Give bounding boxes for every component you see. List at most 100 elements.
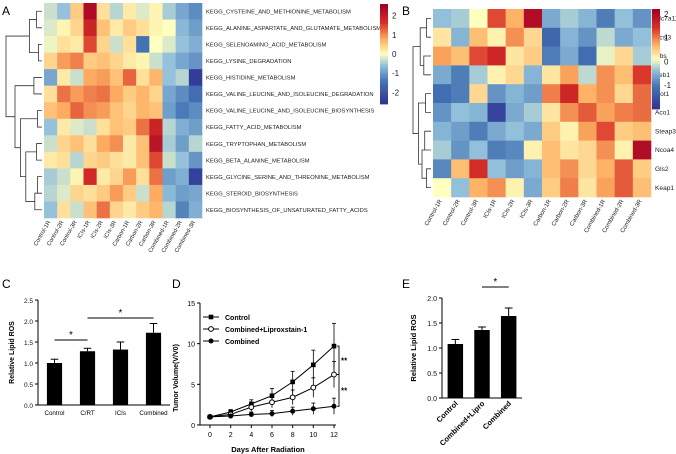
b-heatmap-cell: [487, 9, 506, 29]
b-heatmap-cell: [596, 65, 615, 85]
a-heatmap-cell: [83, 168, 97, 186]
b-heatmap-cell: [578, 27, 597, 47]
panel-d-data-point: [331, 371, 337, 378]
a-heatmap-cell: [70, 69, 84, 86]
a-scale-step: [380, 94, 388, 97]
b-heatmap-cell: [614, 103, 634, 123]
b-column-label: Carbon-2R: [551, 198, 571, 227]
a-scale-step: [380, 99, 388, 102]
a-heatmap-cell: [136, 184, 150, 202]
b-heatmap-cell: [596, 178, 615, 198]
b-scale-step: [652, 24, 660, 27]
a-heatmap-cell: [70, 184, 84, 202]
a-scale-step: [380, 51, 388, 55]
a-scale-tick: -1: [392, 69, 400, 78]
a-heatmap-cell: [162, 85, 176, 103]
panel-label-a: A: [2, 4, 10, 18]
panel-d-data-point: [289, 394, 296, 401]
a-heatmap-cell: [57, 168, 71, 186]
a-heatmap-cell: [149, 52, 163, 70]
b-row-label: Zeb1: [655, 72, 670, 79]
panel-label-d: D: [172, 277, 181, 291]
b-heatmap-cell: [542, 65, 561, 85]
a-scale-step: [380, 4, 388, 7]
panel-c-y-tick-label: 2.0: [24, 319, 33, 326]
b-heatmap-cell: [542, 103, 561, 123]
panel-d-data-point: [290, 408, 296, 414]
panel-d-legend-label: Combined: [225, 339, 259, 346]
a-heatmap-cell: [123, 201, 137, 219]
a-row-label: KEGG_BETA_ALANINE_METABOLISM: [206, 158, 310, 164]
panel-d-significance-bracket: [337, 345, 340, 376]
b-heatmap-cell: [451, 46, 470, 66]
b-heatmap-cell: [542, 84, 561, 104]
a-heatmap-cell: [162, 69, 176, 86]
a-heatmap-cell: [188, 151, 203, 169]
a-scale-step: [380, 14, 388, 17]
b-scale-tick: -1: [664, 81, 672, 90]
panel-label-c: C: [2, 277, 11, 291]
a-heatmap-cell: [44, 36, 58, 53]
a-scale-step: [380, 31, 388, 35]
b-heatmap-cell: [596, 9, 615, 29]
a-heatmap-cell: [188, 102, 203, 120]
panel-d-legend-marker: [208, 326, 214, 332]
a-heatmap-cell: [123, 3, 137, 20]
a-row-label: KEGG_VALINE_LEUCINE_AND_ISOLEUCINE_DEGRA…: [206, 92, 374, 98]
b-heatmap-cell: [614, 84, 634, 104]
a-heatmap-cell: [83, 85, 97, 103]
a-heatmap-cell: [83, 184, 97, 202]
panel-c-category-label: ICIs: [115, 410, 126, 417]
a-heatmap-cell: [57, 36, 71, 53]
a-heatmap-cell: [188, 201, 203, 219]
panel-d-data-point: [310, 406, 316, 412]
a-heatmap-cell: [162, 52, 176, 70]
panel-e-y-axis-label: Relative Lipid ROS: [409, 314, 418, 381]
panel-d-data-point: [228, 413, 234, 419]
b-heatmap-cell: [542, 46, 561, 66]
a-heatmap-cell: [149, 102, 163, 120]
a-heatmap-cell: [175, 3, 190, 20]
panel-d-data-point: [269, 411, 275, 417]
a-dendrogram-link: [14, 85, 34, 149]
b-heatmap-cell: [578, 103, 597, 123]
panel-c-significance-label: *: [69, 330, 73, 341]
b-column-label: Control-1R: [424, 198, 444, 227]
a-scale-step: [380, 29, 388, 32]
a-heatmap-cell: [70, 201, 84, 219]
panel-d-y-tick-label: 15: [187, 301, 195, 308]
b-scale-step: [652, 51, 660, 55]
a-heatmap-cell: [123, 151, 137, 169]
a-scale-step: [380, 66, 388, 70]
b-heatmap-cell: [469, 46, 488, 66]
a-heatmap-cell: [96, 52, 111, 70]
a-heatmap-cell: [188, 3, 203, 20]
panel-c-significance-label: *: [119, 308, 123, 319]
a-heatmap-cell: [175, 102, 190, 120]
panel-d-legend-marker: [208, 338, 214, 344]
panel-d-x-tick-label: 12: [330, 432, 338, 439]
panel-c-y-tick-label: 1.0: [24, 361, 33, 368]
a-heatmap-cell: [123, 52, 137, 70]
b-heatmap-cell: [560, 65, 579, 85]
b-scale-step: [652, 9, 660, 12]
b-heatmap-cell: [487, 159, 506, 179]
panel-c-category-label: Control: [45, 410, 65, 417]
panel-c-bar-chart: C 0.0 0.5 1.0 1.5 2.0 2.5 Relative Lipid ROS Co…: [2, 277, 170, 417]
b-heatmap-cell: [560, 121, 579, 141]
b-heatmap-cell: [632, 178, 652, 198]
b-heatmap-cell: [578, 178, 597, 198]
a-heatmap-cell: [44, 168, 58, 186]
a-row-label: KEGG_LYSINE_DEGRADATION: [206, 59, 291, 65]
b-dendrogram-link: [419, 27, 427, 66]
panel-d-data-point: [269, 399, 275, 406]
a-heatmap-cell: [83, 102, 97, 120]
a-scale-step: [380, 91, 388, 95]
b-scale-step: [652, 79, 660, 82]
b-scale-step: [652, 44, 660, 47]
a-heatmap-cell: [70, 19, 84, 37]
a-heatmap-cell: [57, 201, 71, 219]
a-heatmap-cell: [136, 102, 150, 120]
a-scale-step: [380, 9, 388, 12]
panel-a-row-labels: KEGG_CYSTEINE_AND_METHIONINE_METABOLISM K…: [206, 9, 381, 213]
